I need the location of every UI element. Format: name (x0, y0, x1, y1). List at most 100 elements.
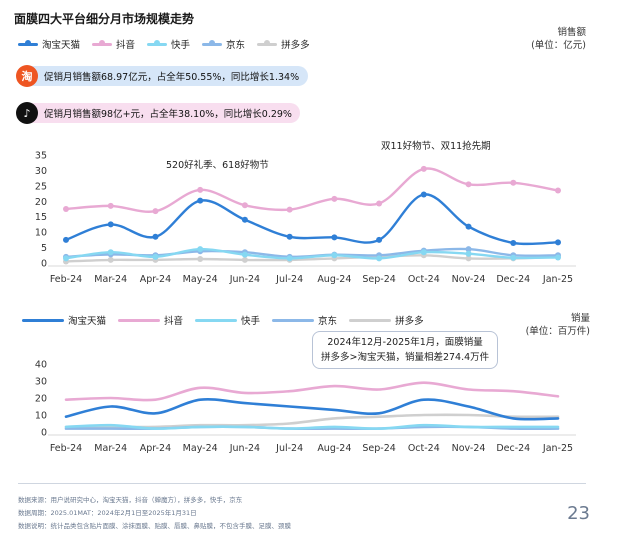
chart2-series-0 (64, 398, 560, 421)
chart1-annotation-double11: 双11好物节、双11抢先期 (381, 141, 491, 152)
chart1-x-tick-label: Apr-24 (140, 274, 171, 285)
chart2-callout-line2: 拼多多>淘宝天猫，销量相差274.4万件 (321, 352, 490, 363)
legend2-item-tmall: 淘宝天猫 (22, 313, 106, 327)
legend2-item-kuaishou: 快手 (195, 313, 260, 327)
chart1-data-point (197, 186, 204, 193)
chart1-unit-line1: 销售额 (557, 27, 586, 38)
footer-period: 数据周期：2025.01MAT：2024年2月1日至2025年1月31日 (18, 509, 197, 517)
chart1-series-line (64, 167, 560, 213)
chart1-x-tick-label: Mar-24 (94, 274, 127, 285)
chart2-x-tick-label: Oct-24 (408, 443, 440, 454)
chart2-x-tick-label: Dec-24 (496, 443, 530, 454)
chart1-y-tick-label: 35 (35, 151, 47, 162)
legend2-swatch-pdd (349, 318, 392, 322)
chart2-x-tick-label: Aug-24 (317, 443, 351, 454)
chart2-x-tick-label: Jan-25 (542, 443, 573, 454)
chart1-data-point (376, 200, 383, 207)
chart1-data-point (107, 256, 114, 263)
page-title: 面膜四大平台细分月市场规模走势 (14, 12, 195, 26)
legend2-item-douyin: 抖音 (118, 313, 183, 327)
chart1-data-point (331, 234, 338, 241)
chart1-data-point (63, 236, 69, 243)
chart1-data-point (241, 256, 248, 263)
chart1-x-tick-label: Jan-25 (542, 274, 573, 285)
legend2-item-pdd: 拼多多 (349, 313, 424, 327)
chart2-x-tick-label: Jun-24 (229, 443, 260, 454)
chart2-series-line (64, 413, 560, 429)
chart1-x-tick-label: Dec-24 (496, 274, 530, 285)
page-number: 23 (567, 503, 590, 524)
chart2-x-tick-label: Apr-24 (140, 443, 171, 454)
legend-item-jd: 京东 (202, 37, 245, 51)
chart1-series-1 (63, 165, 561, 215)
chart2-x-tick-label: Nov-24 (452, 443, 486, 454)
chart1-y-tick-label: 0 (41, 259, 47, 270)
chart1-data-point (286, 255, 293, 262)
chart1-data-point (510, 179, 517, 186)
chart1-x-tick-label: Oct-24 (408, 274, 440, 285)
chart1-data-point (376, 236, 383, 243)
chart2-series-line (64, 423, 560, 430)
chart1-data-point (152, 253, 159, 260)
chart2-x-tick-label: Jul-24 (275, 443, 303, 454)
chart1-data-point (331, 195, 338, 202)
chart1-x-tick-label: Jul-24 (275, 274, 303, 285)
legend-label-pdd: 拼多多 (281, 40, 310, 51)
chart1-data-point (241, 251, 248, 258)
taobao-promo-banner: 淘 促销月销售额68.97亿元，占全年50.55%，同比增长1.34% (16, 65, 308, 87)
chart1-y-tick-label: 15 (35, 212, 47, 223)
chart1-data-point (420, 165, 427, 172)
douyin-icon: ♪ (16, 102, 38, 124)
chart1-data-point (420, 249, 427, 256)
chart1-data-point (420, 191, 427, 198)
legend-item-kuaishou: 快手 (147, 37, 190, 51)
chart2-series-line (64, 398, 560, 421)
chart1-data-point (376, 255, 383, 262)
footer-note: 数据说明：统计品类包含贴片面膜、涂抹面膜、贴膜、唇膜、鼻贴膜，不包含手膜、足膜、… (18, 522, 291, 530)
legend-item-pdd: 拼多多 (257, 37, 310, 51)
chart1-x-tick-label: May-24 (183, 274, 218, 285)
chart1-data-point (286, 206, 293, 213)
chart1-data-point (465, 181, 472, 188)
chart1-data-point (510, 254, 517, 261)
chart1-x-tick-label: Nov-24 (452, 274, 486, 285)
chart1-unit-line2: (单位：亿元) (531, 40, 586, 51)
chart1-series-2 (63, 246, 561, 262)
legend-item-tmall: 淘宝天猫 (18, 37, 80, 51)
chart2-series-1 (64, 381, 560, 402)
chart2-y-tick-label: 40 (35, 360, 47, 371)
chart1-data-point (241, 216, 248, 223)
footer-divider (18, 483, 586, 484)
legend-item-douyin: 抖音 (92, 37, 135, 51)
legend2-swatch-jd (272, 318, 315, 322)
chart2-unit-label: 销量 (单位：百万件) (526, 312, 590, 338)
chart1-y-tick-label: 5 (41, 243, 47, 254)
legend2-label-tmall: 淘宝天猫 (68, 316, 107, 327)
chart1-data-point (63, 206, 69, 212)
chart1-unit-label: 销售额 (单位：亿元) (531, 26, 586, 52)
chart1-data-point (465, 250, 472, 257)
legend2-swatch-douyin (118, 318, 161, 322)
chart2-x-tick-label: Sep-24 (362, 443, 395, 454)
chart1-data-point (331, 252, 338, 259)
footer-source: 数据来源：用户说研究中心，淘宝天猫，抖音（蝉魔方），拼多多，快手，京东 (18, 496, 243, 504)
chart2-x-tick-label: Feb-24 (50, 443, 82, 454)
chart2-series-2 (64, 423, 560, 430)
chart2-y-tick-label: 10 (35, 411, 47, 422)
chart1-series-line (64, 247, 560, 260)
legend-label-douyin: 抖音 (116, 40, 136, 51)
chart2-unit-line1: 销量 (570, 313, 590, 324)
chart1-data-point (510, 239, 517, 246)
legend2-swatch-kuaishou (195, 318, 238, 322)
chart1-series-line (64, 254, 560, 263)
sales-line-chart: 0 5 10 15 20 25 30 35 Feb-24 Mar-24 Apr-24 May-24 Ju… (35, 151, 576, 285)
legend-swatch-tmall (18, 40, 38, 46)
chart1-x-tick-label: Feb-24 (50, 274, 82, 285)
chart1-data-point (555, 239, 561, 246)
chart1-data-point (555, 187, 561, 194)
chart1-legend: 淘宝天猫 抖音 快手 京东 拼多多 (18, 37, 310, 51)
chart1-data-point (107, 202, 114, 209)
chart2-callout: 2024年12月-2025年1月，面膜销量 拼多多>淘宝天猫，销量相差274.4… (312, 331, 499, 369)
taobao-icon: 淘 (16, 65, 38, 87)
chart1-data-point (465, 223, 472, 230)
